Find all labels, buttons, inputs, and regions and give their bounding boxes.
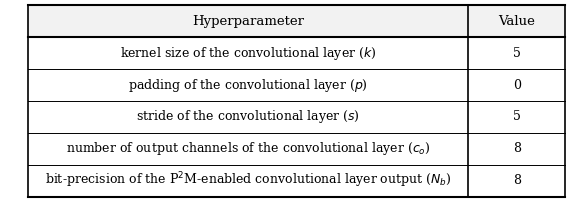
Text: 5: 5 [513, 110, 521, 123]
Text: 5: 5 [513, 47, 521, 60]
Text: padding of the convolutional layer ($p$): padding of the convolutional layer ($p$) [128, 77, 368, 94]
Bar [27, 5, 565, 37]
Text: bit-precision of the P$^2$M-enabled convolutional layer output ($N_b$): bit-precision of the P$^2$M-enabled conv… [45, 171, 451, 190]
Text: number of output channels of the convolutional layer ($c_o$): number of output channels of the convolu… [66, 140, 430, 157]
Text: stride of the convolutional layer ($s$): stride of the convolutional layer ($s$) [136, 108, 360, 125]
Text: Hyperparameter: Hyperparameter [192, 15, 304, 28]
Text: kernel size of the convolutional layer ($k$): kernel size of the convolutional layer (… [120, 45, 376, 62]
Text: Value: Value [498, 15, 535, 28]
Text: 8: 8 [513, 174, 521, 187]
Text: 0: 0 [513, 79, 521, 92]
Text: 8: 8 [513, 142, 521, 155]
